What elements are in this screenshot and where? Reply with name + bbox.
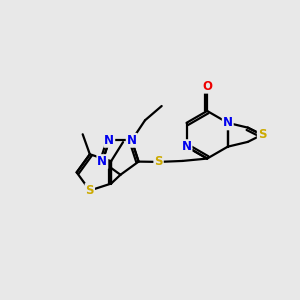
Text: S: S	[85, 184, 94, 197]
Text: N: N	[182, 140, 191, 153]
Text: S: S	[154, 155, 163, 168]
Text: N: N	[223, 116, 233, 129]
Text: N: N	[127, 134, 137, 147]
Text: N: N	[104, 134, 114, 147]
Text: S: S	[258, 128, 266, 141]
Text: O: O	[202, 80, 212, 93]
Text: N: N	[98, 155, 107, 168]
